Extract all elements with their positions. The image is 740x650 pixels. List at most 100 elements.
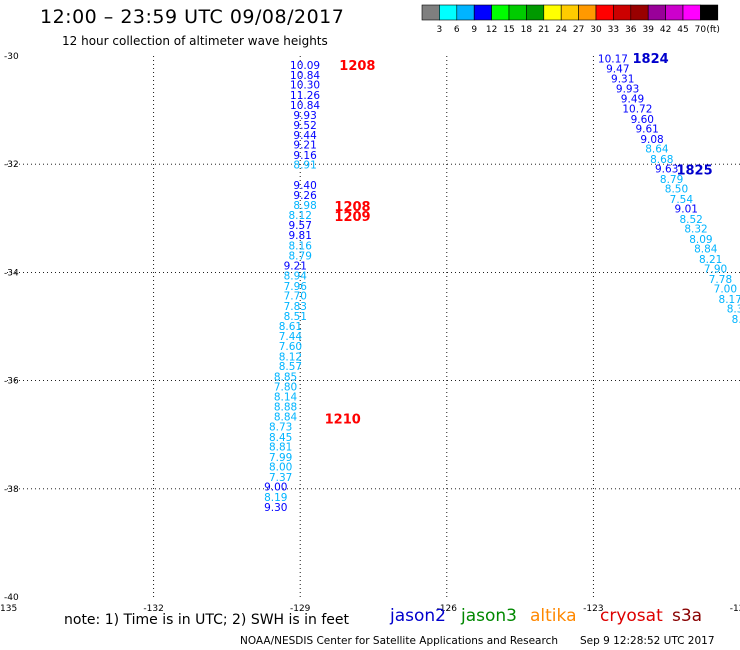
swh-label-jason2: 8.85 [274, 371, 297, 383]
swh-label-jason3: 8.84 [694, 244, 718, 256]
swh-label-jason3: 8.3 [727, 304, 740, 316]
swh-label-jason3: 9.93 [616, 83, 639, 95]
colorbar-tick-label: 18 [521, 25, 533, 35]
swh-label-jason3: 8.52 [679, 214, 702, 226]
swh-label-jason3: 9.60 [631, 114, 654, 126]
swh-label-jason2: 8.61 [279, 321, 302, 333]
pass-time-label: 1824 [632, 52, 668, 67]
swh-label-jason2: 8.12 [289, 210, 312, 222]
colorbar-swatch [543, 4, 562, 21]
swh-label-jason3: 8.32 [684, 224, 707, 236]
legend-jason2: jason2 [390, 606, 446, 626]
swh-label-jason2: 8.94 [284, 271, 308, 283]
swh-label-jason3: 10.72 [622, 103, 652, 115]
colorbar-tick-label: 21 [538, 25, 549, 35]
swh-label-jason3: 9.01 [675, 204, 698, 216]
swh-label-jason3: 8.64 [645, 144, 669, 156]
swh-label-jason2: 8.98 [293, 200, 316, 212]
colorbar-swatch [682, 4, 701, 21]
colorbar-tick-label: 24 [555, 25, 567, 35]
swh-label-jason2: 7.60 [279, 341, 302, 353]
swh-label-jason3: 9.31 [611, 74, 634, 86]
colorbar-swatch [560, 4, 579, 21]
pass-time-label: 1210 [325, 412, 361, 427]
swh-label-jason2: 8.14 [274, 391, 298, 403]
y-tick-label: -40 [4, 593, 19, 603]
swh-label-jason3: 8.68 [650, 154, 673, 166]
pass-time-label: 1209 [334, 210, 370, 225]
colorbar-tick-label: (ft) [706, 25, 720, 35]
colorbar-tick-label: 12 [486, 25, 497, 35]
swh-label-jason2: 7.70 [284, 291, 307, 303]
footer-note: note: 1) Time is in UTC; 2) SWH is in fe… [64, 612, 350, 628]
swh-label-jason2: 9.21 [284, 260, 307, 272]
swh-label-jason2: 10.84 [290, 70, 320, 82]
legend-s3a: s3a [672, 606, 703, 626]
swh-label-jason2: 8.84 [274, 411, 298, 423]
swh-label-jason2: 8.19 [264, 492, 287, 504]
swh-label-jason2: 7.99 [269, 452, 292, 464]
swh-label-jason2: 8.51 [284, 311, 307, 323]
swh-label-jason2: 7.37 [269, 472, 292, 484]
colorbar-tick-label: 6 [454, 25, 460, 35]
swh-label-jason2: 11.26 [290, 90, 320, 102]
colorbar-tick-label: 33 [608, 25, 619, 35]
swh-label-jason3: 8.09 [689, 234, 712, 246]
swh-label-jason3: 10.17 [598, 54, 628, 66]
swh-label-jason2: 9.40 [293, 180, 316, 192]
swh-label-jason2: 10.30 [290, 80, 320, 92]
swh-label-jason2: 9.26 [293, 190, 317, 202]
x-tick-label: -129 [290, 604, 311, 614]
swh-label-jason2: 8.73 [269, 422, 292, 434]
x-tick-label: -120 [730, 604, 740, 614]
swh-label-jason2: 8.16 [289, 240, 313, 252]
colorbar-tick-label: 45 [677, 25, 688, 35]
legend-altika: altika [530, 606, 577, 626]
colorbar-tick-label: 36 [625, 25, 637, 35]
colorbar-tick-label: 3 [437, 25, 443, 35]
swh-label-jason2: 9.93 [293, 110, 316, 122]
x-tick-label: -132 [143, 604, 163, 614]
swh-label-jason3: 8.21 [699, 254, 722, 266]
generated-timestamp: Sep 9 12:28:52 UTC 2017 [580, 635, 715, 647]
swh-label-jason3: 8.50 [665, 184, 688, 196]
swh-label-jason2: 9.81 [289, 230, 312, 242]
swh-label-jason2: 9.44 [293, 130, 317, 142]
swh-label-jason2: 7.83 [284, 301, 307, 313]
x-tick-label: -126 [437, 604, 458, 614]
swh-label-jason2: 8.57 [279, 361, 302, 373]
swh-label-jason3: 9.63 [655, 164, 678, 176]
colorbar-swatch [630, 4, 649, 21]
swh-label-jason2: 9.00 [264, 482, 287, 494]
colorbar-swatch [473, 4, 492, 21]
colorbar-tick-label: 9 [471, 25, 477, 35]
colorbar-tick-label: 27 [573, 25, 584, 35]
colorbar-tick-label: 70 [695, 25, 707, 35]
colorbar-swatch [421, 4, 440, 21]
colorbar-swatch [456, 4, 475, 21]
y-tick-label: -30 [4, 52, 19, 62]
swh-label-jason3: 9.47 [606, 63, 629, 75]
y-tick-label: -36 [4, 377, 19, 387]
legend-jason3: jason3 [461, 606, 517, 626]
colorbar-swatch [647, 4, 666, 21]
colorbar-swatch [578, 4, 597, 21]
chart-title: 12:00 – 23:59 UTC 09/08/2017 [40, 6, 345, 28]
swh-label-jason2: 9.16 [293, 150, 317, 162]
colorbar-swatch [508, 4, 527, 21]
swh-label-jason3: 7.00 [714, 284, 737, 296]
swh-label-jason2: 7.96 [284, 281, 308, 293]
colorbar-tick-label: 39 [642, 25, 654, 35]
swh-label-jason3: 8.79 [660, 174, 683, 186]
colorbar-tick-label: 30 [590, 25, 602, 35]
colorbar-swatch [613, 4, 632, 21]
colorbar-tick-label: 42 [660, 25, 671, 35]
swh-label-jason2: 8.81 [269, 442, 292, 454]
swh-label-jason2: 10.84 [290, 100, 320, 112]
y-tick-label: -34 [4, 268, 19, 278]
y-tick-label: -38 [4, 485, 19, 495]
colorbar-swatch [491, 4, 510, 21]
x-tick-label: -135 [0, 604, 17, 614]
swh-label-jason2: 8.88 [274, 402, 297, 414]
